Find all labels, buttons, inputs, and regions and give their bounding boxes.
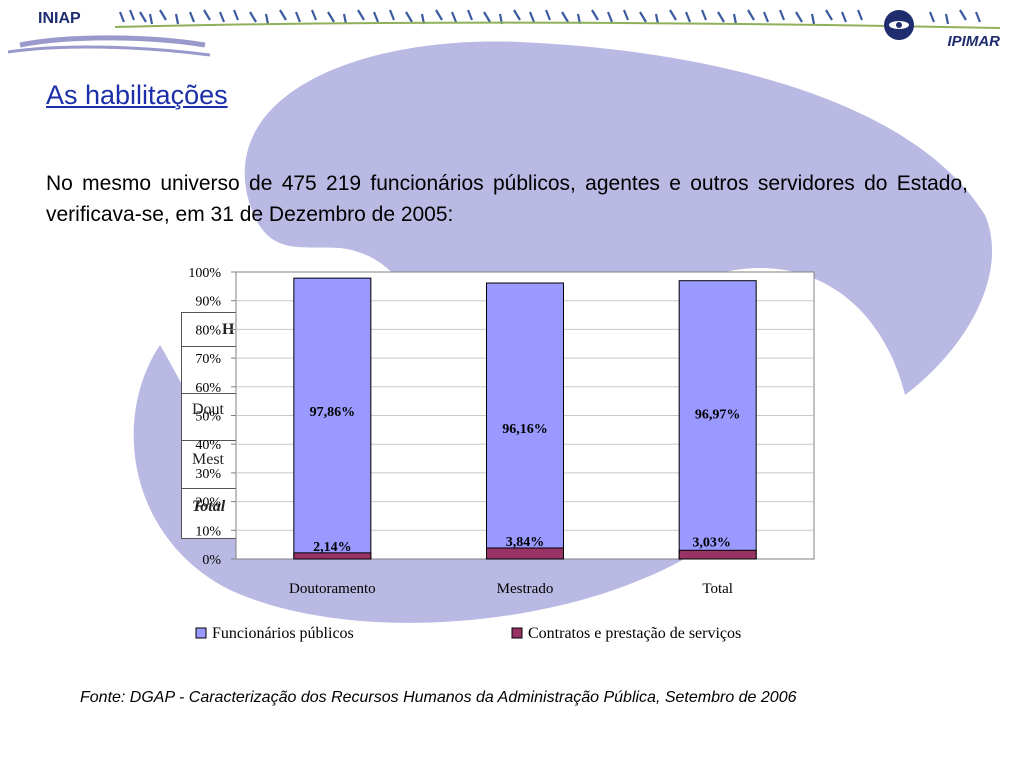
legend-swatch (511, 627, 523, 639)
ipimar-logo: IPIMAR (947, 33, 1001, 50)
y-tick-label: 40% (195, 438, 221, 453)
iniap-logo: INIAP (38, 10, 81, 27)
bar-segment (293, 552, 372, 560)
y-tick-label: 10% (195, 524, 221, 539)
y-tick-label: 60% (195, 381, 221, 396)
bar-segment (293, 277, 372, 560)
source-note: Fonte: DGAP - Caracterização dos Recurso… (80, 689, 797, 706)
data-label: 2,14% (313, 540, 352, 555)
bar-segment (678, 280, 757, 560)
y-tick-label: 20% (195, 496, 221, 511)
y-tick-label: 30% (195, 467, 221, 482)
table-fragment-mestrado: Mest (192, 451, 224, 468)
table-fragment-total: Total (192, 498, 226, 515)
table-fragment-h: H (222, 321, 235, 338)
bar-segment (678, 549, 757, 560)
data-label: 96,97% (695, 408, 741, 423)
bar-segment (486, 547, 564, 560)
x-tick-label: Mestrado (497, 581, 554, 597)
y-tick-label: 0% (202, 553, 221, 568)
data-label: 3,84% (506, 535, 545, 550)
table-fragment-doutoramento: Dout (192, 401, 224, 418)
header-pattern (118, 9, 982, 25)
x-tick-label: Doutoramento (289, 581, 376, 597)
bar-segment (486, 282, 564, 560)
data-label: 96,16% (502, 422, 548, 437)
legend-label: Funcionários públicos (212, 625, 354, 642)
y-tick-label: 100% (188, 266, 221, 281)
y-tick-label: 80% (195, 323, 221, 338)
ipimar-emblem-icon (884, 10, 914, 40)
data-label: 97,86% (310, 405, 356, 420)
legend-label: Contratos e prestação de serviços (528, 625, 741, 642)
intro-paragraph: No mesmo universo de 475 219 funcionário… (46, 172, 968, 226)
data-label: 3,03% (692, 535, 731, 550)
x-tick-label: Total (702, 581, 733, 597)
legend-swatch (195, 627, 207, 639)
y-tick-label: 50% (195, 410, 221, 425)
slide-title: As habilitações (46, 80, 228, 110)
y-tick-label: 90% (195, 295, 221, 310)
y-tick-label: 70% (195, 352, 221, 367)
